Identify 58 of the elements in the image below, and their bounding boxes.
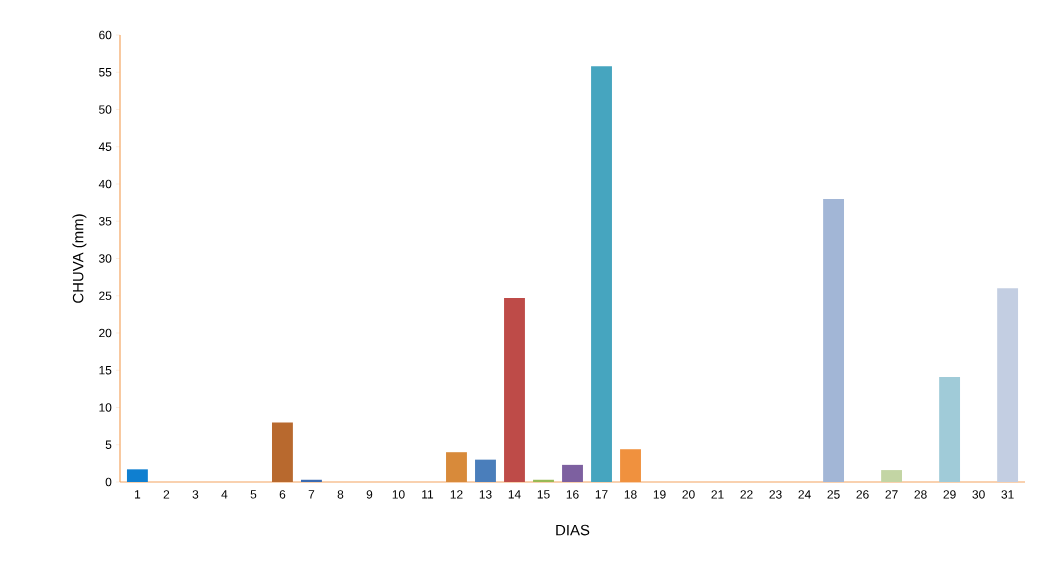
x-tick-label: 6 [279,490,286,499]
y-tick-label: 60 [99,30,112,40]
bar [272,422,293,482]
x-tick-label: 13 [479,490,492,499]
x-tick-label: 10 [392,490,405,499]
y-tick-label: 45 [98,142,112,151]
bar [881,470,903,482]
x-tick-label: 20 [682,490,695,499]
y-tick-label: 25 [99,291,112,300]
y-tick-label: 0 [105,477,112,487]
x-tick-label: 21 [711,490,724,499]
bar [823,198,845,482]
bar [475,459,496,482]
x-tick-label: 3 [192,490,199,499]
x-tick-label: 1 [134,490,141,499]
y-tick-label: 50 [99,105,112,114]
x-tick-label: 5 [250,490,257,499]
x-tick-label: 23 [769,490,782,499]
y-tick-label: 10 [99,403,112,412]
bar [620,449,641,482]
y-tick-label: 40 [98,179,112,189]
bar [591,66,612,482]
x-tick-label: 16 [566,490,579,499]
y-tick-label: 55 [99,68,112,77]
x-tick-label: 26 [856,490,869,499]
x-tick-label: 24 [798,490,811,499]
x-tick-label: 7 [308,490,315,499]
x-tick-label: 31 [1001,490,1014,499]
x-tick-label: 29 [943,490,956,499]
x-tick-label: 15 [537,490,550,499]
x-tick-label: 28 [914,490,927,499]
x-tick-label: 22 [740,490,753,499]
y-tick-label: 20 [99,328,112,338]
x-tick-label: 30 [972,490,985,499]
bar [126,469,148,482]
bar [997,288,1019,482]
bar [504,297,525,482]
x-tick-label: 9 [366,490,373,499]
x-tick-label: 17 [595,490,608,499]
x-tick-label: 18 [624,490,637,499]
bar [446,452,467,482]
y-tick-label: 15 [99,366,112,375]
bar [939,376,961,482]
x-tick-label: 4 [221,490,228,499]
x-tick-label: 19 [653,490,666,499]
x-tick-label: 11 [422,490,434,499]
x-tick-label: 2 [163,490,170,499]
x-tick-label: 12 [450,490,463,499]
y-axis-title: CHUVA (mm) [72,214,87,303]
bar [562,464,583,482]
x-tick-label: 14 [508,490,521,499]
x-tick-label: 25 [827,490,840,499]
y-tick-label: 30 [98,254,112,263]
y-tick-label: 35 [98,217,112,226]
x-axis-title: DIAS [556,524,590,536]
x-tick-label: 27 [885,490,898,499]
x-tick-label: 8 [337,490,344,499]
y-tick-label: 5 [105,440,112,449]
